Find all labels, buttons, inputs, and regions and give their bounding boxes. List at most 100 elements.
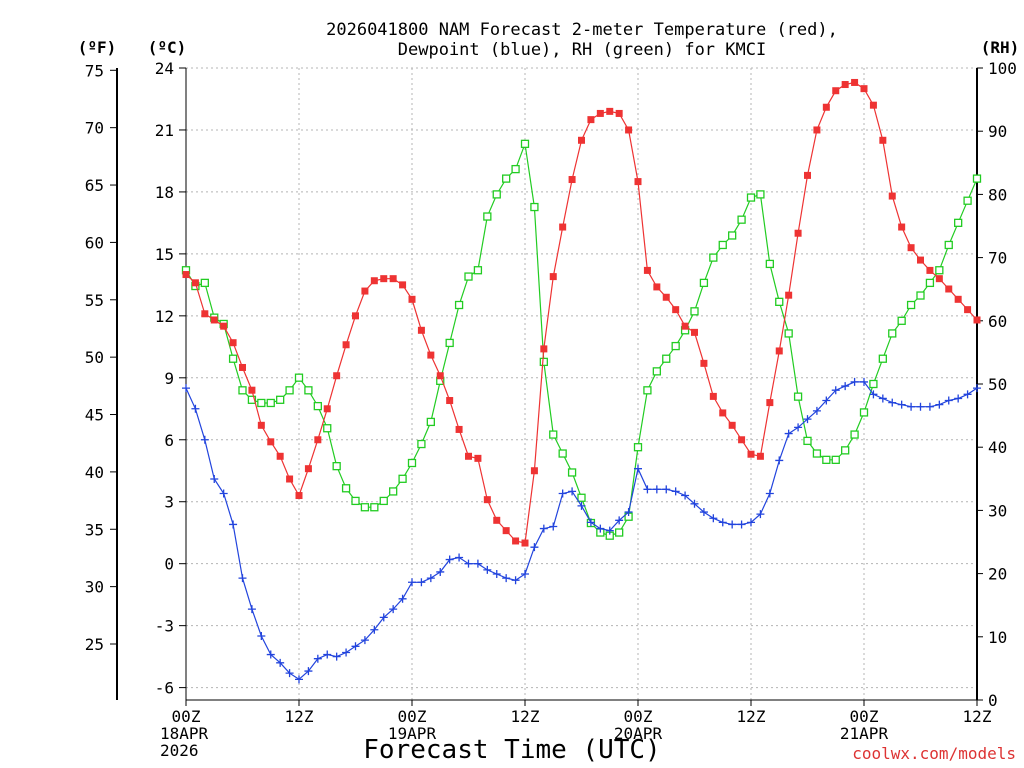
- dewpoint-point: [539, 524, 548, 533]
- x-tick-label: 00Z: [172, 707, 201, 726]
- dewpoint-point: [596, 524, 605, 533]
- temperature-point: [851, 78, 859, 86]
- temperature-point: [512, 537, 520, 545]
- rh-point: [633, 443, 643, 452]
- temperature-point: [643, 266, 651, 274]
- temperature-point: [832, 87, 840, 95]
- rh-point: [379, 496, 388, 506]
- dewpoint-point: [747, 518, 755, 527]
- rh-point: [718, 240, 727, 250]
- dewpoint-point: [718, 518, 727, 527]
- rh-point: [737, 215, 746, 224]
- temperature-point: [879, 136, 887, 144]
- rh-point: [812, 449, 822, 458]
- rh-point: [765, 259, 774, 269]
- temperature-point: [333, 372, 341, 380]
- temperature-point: [634, 178, 642, 186]
- rh-point: [530, 202, 539, 212]
- x-tick-label: 00Z: [850, 707, 879, 726]
- dewpoint-point: [521, 570, 529, 579]
- temperature-point: [794, 229, 802, 237]
- fahrenheit-tick-label: 35: [85, 520, 104, 539]
- temperature-point: [304, 465, 312, 473]
- fahrenheit-tick-label: 25: [85, 635, 104, 654]
- rh-point: [502, 174, 511, 183]
- rh-point: [906, 300, 916, 310]
- temperature-point: [483, 496, 491, 504]
- rh-point: [389, 487, 398, 496]
- temperature-point: [907, 244, 915, 252]
- rh-point: [869, 379, 878, 389]
- rh-point: [351, 496, 360, 506]
- temperature-point: [615, 109, 623, 117]
- temperature-point: [898, 223, 906, 231]
- x-tick-label: 2026: [160, 741, 199, 760]
- celsius-tick-label: 18: [155, 183, 174, 202]
- dewpoint-point: [577, 501, 586, 510]
- rh-tick-label: 90: [988, 122, 1007, 141]
- temperature-point: [323, 405, 331, 413]
- dewpoint-point: [342, 648, 351, 657]
- dewpoint-point: [737, 520, 746, 529]
- rh-point: [916, 291, 925, 300]
- rh-point: [341, 484, 351, 493]
- rh-point: [859, 408, 869, 417]
- dewpoint-point: [671, 487, 680, 496]
- dewpoint-point: [954, 394, 963, 403]
- dewpoint-point: [728, 520, 737, 529]
- rh-point: [888, 329, 897, 338]
- temperature-point: [257, 421, 265, 429]
- x-tick-label: 20APR: [614, 724, 663, 743]
- dewpoint-point: [963, 390, 972, 399]
- dewpoint-point: [643, 485, 652, 494]
- temperature-point: [493, 516, 501, 524]
- temperature-point: [954, 295, 962, 303]
- dewpoint-point: [502, 574, 511, 583]
- x-tick-label: 12Z: [963, 707, 992, 726]
- dewpoint-point: [878, 394, 887, 403]
- dewpoint-point: [586, 518, 595, 527]
- temperature-point: [182, 271, 190, 279]
- temperature-point: [361, 287, 369, 295]
- dewpoint-point: [699, 508, 708, 517]
- x-tick-label: 18APR: [160, 724, 209, 743]
- temperature-point: [606, 107, 614, 115]
- dewpoint-point: [182, 384, 190, 393]
- series-temperature: [182, 78, 981, 547]
- dewpoint-point: [229, 520, 238, 529]
- fahrenheit-tick-label: 40: [85, 463, 104, 482]
- rh-point: [323, 424, 332, 433]
- celsius-axis-label: (ºC): [148, 38, 187, 57]
- rh-point: [417, 439, 426, 449]
- temperature-point: [427, 351, 435, 359]
- x-tick-label: 21APR: [840, 724, 889, 743]
- dewpoint-point: [709, 514, 718, 523]
- rh-point: [426, 417, 435, 427]
- rh-point: [285, 386, 294, 395]
- temperature-point: [964, 306, 972, 314]
- rh-point: [756, 190, 765, 199]
- temperature-point: [935, 275, 943, 283]
- fahrenheit-axis-label: (ºF): [78, 38, 117, 57]
- temperature-point: [700, 359, 708, 367]
- rh-tick-label: 70: [988, 249, 1007, 268]
- rh-point: [577, 493, 586, 502]
- temperature-point: [775, 347, 783, 355]
- dewpoint-point: [379, 613, 388, 622]
- temperature-point: [267, 438, 275, 446]
- temperature-point: [455, 425, 463, 433]
- rh-point: [775, 297, 784, 306]
- dewpoint-point: [492, 570, 501, 579]
- temperature-point: [841, 81, 849, 89]
- temperature-point: [813, 126, 821, 134]
- rh-tick-label: 30: [988, 501, 1007, 520]
- fahrenheit-tick-label: 70: [85, 119, 104, 138]
- rh-point: [238, 386, 247, 395]
- grid-lines: [185, 67, 978, 700]
- dewpoint-point: [370, 625, 379, 634]
- fahrenheit-tick-label: 30: [85, 578, 104, 597]
- dewpoint-point: [907, 402, 916, 411]
- rh-point: [944, 240, 953, 250]
- dewpoint-point: [351, 642, 360, 651]
- rh-point: [728, 231, 737, 240]
